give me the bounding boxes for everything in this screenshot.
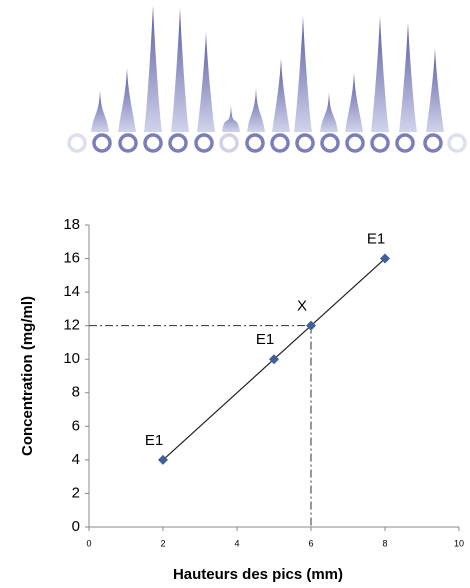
point-label: E1 bbox=[367, 231, 385, 248]
x-tick-label: 0 bbox=[86, 538, 91, 548]
peak bbox=[272, 58, 290, 132]
chromatogram-image bbox=[69, 5, 465, 151]
peak bbox=[371, 16, 389, 132]
spot bbox=[145, 135, 161, 151]
spot bbox=[272, 135, 288, 151]
y-tick-label: 6 bbox=[72, 417, 80, 434]
x-tick-label: 2 bbox=[160, 538, 165, 548]
spot bbox=[297, 135, 313, 151]
y-tick-label: 18 bbox=[63, 216, 80, 233]
peak bbox=[171, 8, 189, 132]
y-tick-label: 0 bbox=[72, 518, 80, 535]
x-tick-label: 6 bbox=[308, 538, 313, 548]
peak bbox=[399, 22, 417, 132]
chart: Hauteurs des pics (mm) Concentration (mg… bbox=[0, 0, 470, 588]
y-tick-label: 10 bbox=[63, 350, 80, 367]
spot bbox=[94, 135, 110, 151]
page: Hauteurs des pics (mm) Concentration (mg… bbox=[0, 0, 470, 588]
peak bbox=[426, 48, 444, 132]
point-label: X bbox=[297, 298, 307, 315]
peak bbox=[91, 90, 109, 132]
spot bbox=[347, 135, 363, 151]
y-tick-label: 14 bbox=[63, 283, 80, 300]
y-tick-label: 4 bbox=[72, 451, 80, 468]
spot bbox=[247, 135, 263, 151]
peak bbox=[144, 5, 162, 132]
peak bbox=[247, 88, 265, 132]
spot bbox=[397, 135, 413, 151]
peak bbox=[345, 72, 363, 132]
spot bbox=[120, 135, 136, 151]
spot bbox=[322, 135, 338, 151]
x-tick-label: 10 bbox=[454, 538, 464, 548]
x-axis-title: Hauteurs des pics (mm) bbox=[173, 566, 343, 583]
spot bbox=[449, 135, 465, 151]
peak bbox=[222, 105, 240, 132]
point-label: E1 bbox=[145, 432, 163, 449]
spot bbox=[196, 135, 212, 151]
spot bbox=[372, 135, 388, 151]
y-tick-label: 2 bbox=[72, 484, 80, 501]
spot bbox=[69, 135, 85, 151]
x-tick-label: 8 bbox=[382, 538, 387, 548]
peak bbox=[294, 16, 312, 132]
y-axis-title: Concentration (mg/ml) bbox=[19, 296, 36, 456]
peak bbox=[320, 92, 338, 132]
peak bbox=[118, 68, 136, 132]
peak bbox=[197, 32, 215, 132]
spot bbox=[425, 135, 441, 151]
y-tick-label: 8 bbox=[72, 384, 80, 401]
spot bbox=[170, 135, 186, 151]
spot bbox=[221, 135, 237, 151]
x-tick-label: 4 bbox=[234, 538, 239, 548]
point-label: E1 bbox=[256, 331, 274, 348]
y-tick-label: 12 bbox=[63, 317, 80, 334]
y-tick-label: 16 bbox=[63, 250, 80, 267]
